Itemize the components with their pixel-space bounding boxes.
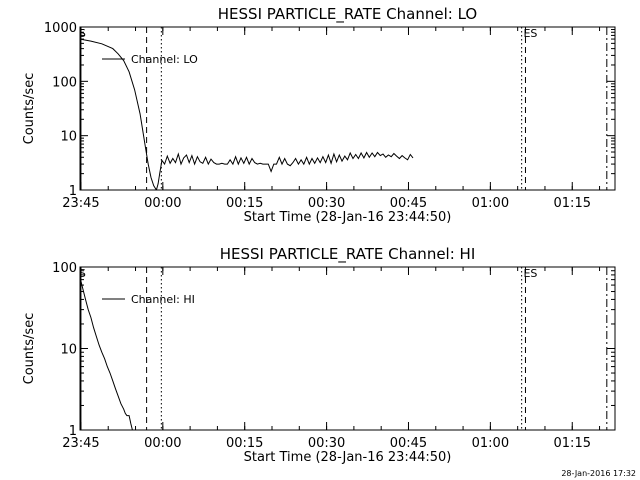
x-tick-label: 01:00 [472,436,509,451]
legend-label: Channel: HI [131,293,195,306]
y-axis-label: Counts/sec [22,313,37,385]
y-axis-label: Counts/sec [22,73,37,145]
plot-frame [79,266,616,431]
panel-1: HESSI PARTICLE_RATE Channel: LO 1 10 100 100… [22,5,616,225]
marker-label: ES [523,267,537,280]
y-tick-label: 100 [52,75,77,90]
y-tick-label: 10 [60,343,77,358]
x-axis-label: Start Time (28-Jan-16 23:44:50) [244,450,452,465]
x-tick-label: 00:45 [390,196,427,211]
chart-title: HESSI PARTICLE_RATE Channel: LO [218,5,477,24]
timestamp-label: 28-Jan-2016 17:32 [561,469,636,478]
y-tick-label: 1 [69,184,77,199]
series-line-channel-lo [80,38,414,190]
plot-frame [79,26,616,191]
marker-label: ES [523,27,537,40]
x-tick-label: 01:15 [554,436,591,451]
y-tick-label: 1000 [44,21,77,36]
x-tick-label: 01:00 [472,196,509,211]
y-tick-label: 10 [60,130,77,145]
x-tick-label: 01:15 [554,196,591,211]
x-tick-label: 23:45 [62,196,99,211]
x-tick-label: 00:30 [308,196,345,211]
marker-label: S [79,27,86,40]
y-tick-label: 100 [52,261,77,276]
x-tick-label: 00:15 [226,436,263,451]
x-tick-label: 00:30 [308,436,345,451]
chart-title: HESSI PARTICLE_RATE Channel: HI [220,245,476,264]
x-tick-label: 23:45 [62,436,99,451]
x-axis-label: Start Time (28-Jan-16 23:44:50) [244,210,452,225]
x-tick-label: 00:15 [226,196,263,211]
legend-label: Channel: LO [131,53,198,66]
x-tick-label: 00:00 [144,436,181,451]
x-tick-label: 00:45 [390,436,427,451]
series-line-channel-hi [80,277,133,430]
y-tick-label: 1 [69,424,77,439]
x-tick-label: 00:00 [144,196,181,211]
marker-label: S [79,267,86,280]
panel-2: HESSI PARTICLE_RATE Channel: HI 1 10 100 23:… [22,245,616,465]
